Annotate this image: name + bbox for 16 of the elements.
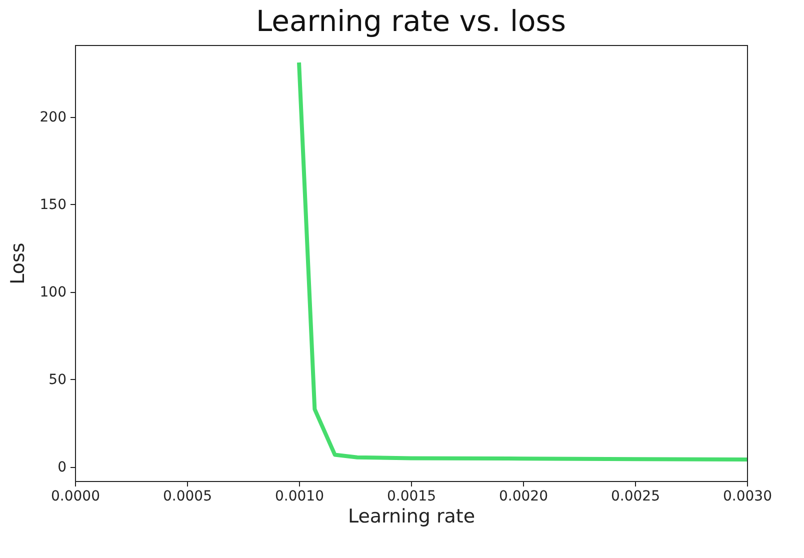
y-tick-label: 50 — [48, 372, 66, 388]
x-tick-label: 0.0010 — [275, 488, 324, 504]
chart-title: Learning rate vs. loss — [256, 4, 566, 38]
x-tick-label: 0.0025 — [611, 488, 660, 504]
y-tick-label: 150 — [40, 196, 66, 213]
y-axis-title: Loss — [6, 242, 29, 284]
x-tick-label: 0.0020 — [499, 488, 548, 504]
y-tick-label: 0 — [58, 459, 66, 476]
x-axis-title: Learning rate — [348, 506, 476, 528]
line-series — [297, 60, 749, 462]
x-tick-label: 0.0000 — [51, 488, 100, 504]
y-tick-label: 100 — [40, 284, 66, 300]
y-tick-label: 200 — [40, 109, 66, 126]
x-tick-label: 0.0030 — [723, 488, 772, 504]
x-tick-label: 0.0005 — [163, 488, 212, 504]
x-tick-label: 0.0015 — [387, 488, 436, 504]
